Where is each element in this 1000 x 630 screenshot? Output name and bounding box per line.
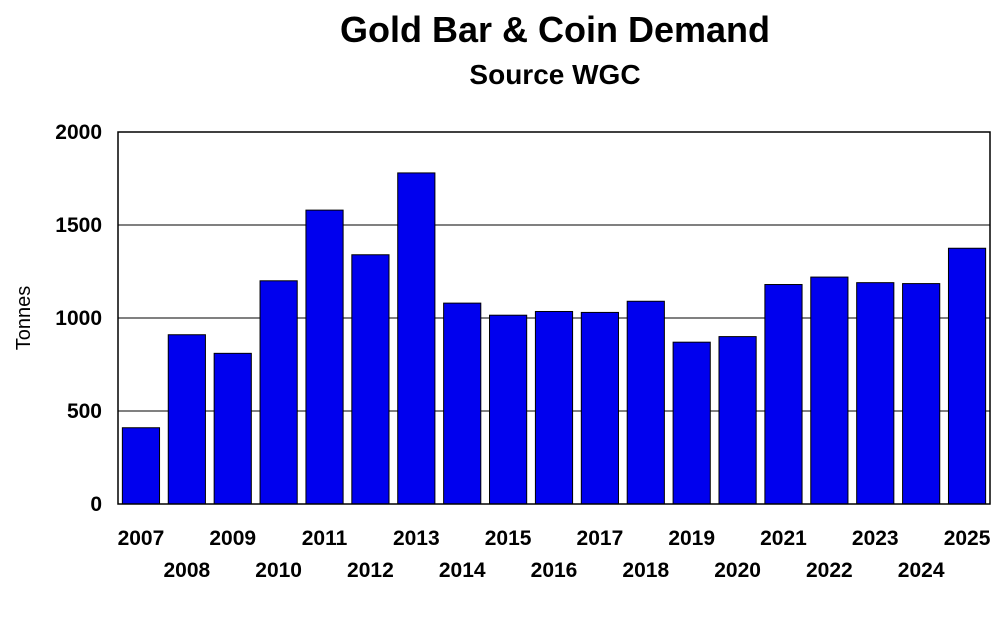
bar-2013: [397, 172, 436, 505]
x-tick-label: 2016: [531, 559, 578, 582]
bar-2008: [167, 334, 206, 505]
plot-area-frame: [117, 131, 991, 505]
x-tick-label: 2013: [393, 527, 440, 550]
x-tick-label: 2008: [163, 559, 210, 582]
x-tick-label: 2007: [118, 527, 165, 550]
x-tick-label: 2017: [577, 527, 624, 550]
y-axis-label: Tonnes: [13, 286, 35, 351]
x-tick-label: 2019: [668, 527, 715, 550]
bar-2019: [672, 341, 711, 505]
x-tick-label: 2014: [439, 559, 486, 582]
bar-2025: [947, 247, 987, 505]
y-tick-label: 1500: [55, 214, 102, 237]
x-tick-label: 2025: [944, 527, 991, 550]
x-tick-label: 2022: [806, 559, 853, 582]
bar-2012: [351, 254, 390, 505]
x-tick-label: 2012: [347, 559, 394, 582]
bar-2018: [626, 300, 665, 505]
y-axis-ticks: 0 500 1000 1500 2000: [55, 121, 102, 516]
y-tick-label: 500: [67, 400, 102, 423]
bar-2021: [764, 284, 803, 505]
bar-2020: [718, 336, 757, 505]
y-tick-label: 2000: [55, 121, 102, 144]
bar-2009: [213, 352, 252, 505]
bar-2017: [580, 311, 619, 505]
bar-2010: [259, 280, 298, 505]
bar-2014: [443, 302, 482, 505]
x-tick-label: 2011: [302, 527, 348, 550]
x-tick-label: 2010: [255, 559, 302, 582]
bar-2016: [534, 310, 574, 505]
y-tick-label: 0: [90, 493, 102, 516]
bar-2023: [856, 282, 895, 505]
x-tick-label: 2023: [852, 527, 899, 550]
bar-2022: [810, 276, 849, 505]
bar-2007: [121, 427, 161, 505]
chart-title: Gold Bar & Coin Demand: [340, 9, 770, 50]
bar-2024: [902, 283, 941, 505]
chart-subtitle: Source WGC: [469, 59, 640, 90]
x-tick-label: 2021: [760, 527, 807, 550]
bar-2011: [305, 209, 344, 505]
x-tick-label: 2018: [622, 559, 669, 582]
x-tick-label: 2024: [898, 559, 945, 582]
x-tick-label: 2009: [209, 527, 256, 550]
bar-2015: [489, 314, 528, 505]
x-tick-label: 2015: [485, 527, 532, 550]
y-tick-label: 1000: [55, 307, 102, 330]
x-tick-label: 2020: [714, 559, 761, 582]
bars: [121, 172, 987, 505]
